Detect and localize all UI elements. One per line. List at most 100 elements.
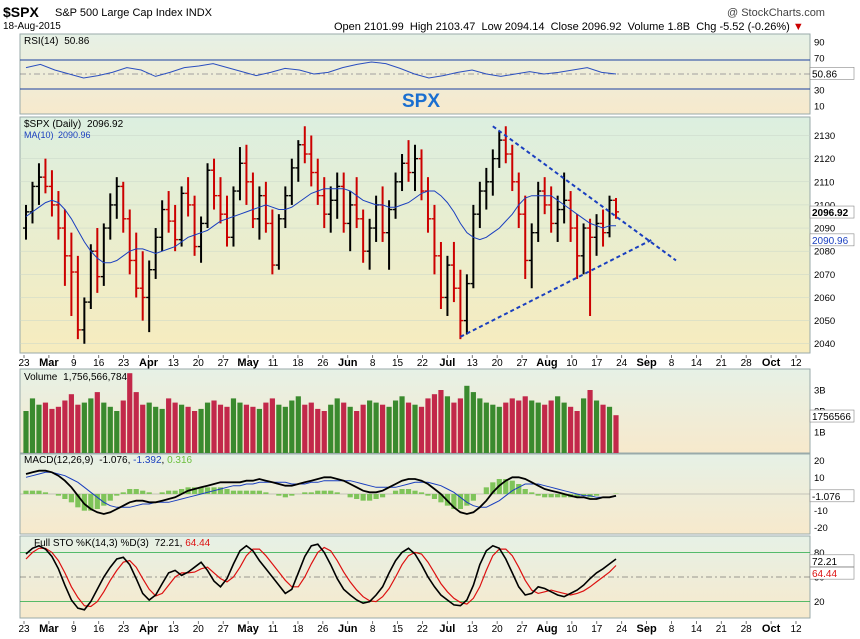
price-tick-label: 2040 [814, 339, 835, 350]
macd-histogram-bar [81, 494, 87, 511]
date-label: 20 [492, 624, 504, 635]
volume-bar [380, 404, 386, 453]
ohlc-bar [68, 232, 75, 316]
volume-bar [256, 408, 262, 453]
date-label: 21 [716, 358, 728, 369]
macd-hist-value: 0.316 [167, 455, 192, 466]
volume-bar [185, 406, 191, 453]
macd-histogram-bar [114, 494, 120, 496]
macd-histogram-bar [392, 490, 399, 494]
ohlc-bar [321, 177, 328, 229]
macd-histogram-bar [438, 494, 444, 503]
volume-bar [490, 404, 496, 453]
ohlc-bar [249, 172, 256, 229]
volume-bar [516, 400, 522, 453]
price-tick-label: 2070 [814, 270, 835, 281]
volume-last-label: 1756566 [812, 412, 851, 423]
volume-bar [211, 400, 217, 453]
price-tick-label: 2080 [814, 247, 835, 258]
ohlc-bar [269, 209, 276, 275]
ohlc-bar [107, 193, 114, 240]
volume-bar [438, 390, 444, 453]
low-value: 2094.14 [504, 21, 545, 33]
volume-bar [373, 402, 379, 453]
date-label: 13 [467, 358, 479, 369]
volume-bar [509, 398, 515, 453]
volume-bar [179, 404, 185, 453]
volume-bar [36, 404, 42, 453]
date-label: 10 [566, 624, 578, 635]
volume-legend-value: 1,756,566,784 [63, 372, 127, 383]
ohlc-bar [450, 241, 457, 303]
ohlc-bar [146, 260, 153, 333]
chg-label: Chg [696, 21, 717, 33]
volume-bar [561, 402, 567, 453]
macd-histogram-bar [367, 494, 373, 501]
macd-histogram-bar [140, 490, 146, 494]
macd-histogram-bar [94, 494, 100, 509]
ohlc-bar [444, 255, 451, 316]
macd-histogram-bar [321, 490, 327, 494]
date-label: Apr [139, 623, 159, 635]
macd-histogram-bar [593, 494, 600, 496]
volume-bar [140, 404, 146, 453]
volume-bar [529, 400, 535, 453]
stochastic-legend-name: Full STO %K(14,3) %D(3) [34, 538, 149, 549]
macd-axis: 20100-10-20-1.076 [809, 456, 855, 534]
macd-signal-value: -1.392 [133, 455, 162, 466]
ohlc-bar [217, 177, 224, 224]
ohlc-bar [496, 130, 503, 168]
ohlc-bar [347, 191, 354, 252]
date-label: 8 [669, 624, 675, 635]
date-label: 24 [616, 358, 628, 369]
rsi-tick-label: 90 [814, 38, 825, 49]
macd-line [25, 469, 617, 515]
rsi-legend-value: 50.86 [64, 36, 89, 47]
upper-trendline [492, 125, 677, 262]
macd-last-label-box [809, 489, 855, 503]
volume-bars [23, 373, 619, 453]
date-label: Jun [338, 357, 358, 369]
volume-bar [295, 396, 301, 453]
ma10-series [25, 188, 616, 264]
macd-histogram-bar [191, 487, 198, 494]
volume-bar [341, 402, 347, 453]
date-label: 12 [790, 358, 802, 369]
rsi-tick-label: 30 [814, 86, 825, 97]
rsi-axis: 907050301050.86 [809, 38, 855, 113]
ohlc-bar [288, 158, 295, 205]
ohlc-bar [23, 204, 29, 240]
date-label: 28 [741, 358, 753, 369]
date-label: 27 [218, 358, 230, 369]
volume-bar [94, 392, 100, 453]
macd-histogram-bar [263, 492, 269, 494]
price-bars [23, 126, 619, 344]
ohlc-bar [282, 186, 289, 229]
volume-bar [107, 406, 113, 453]
volume-bar [600, 404, 606, 453]
ohlc-bar [204, 163, 211, 229]
ohlc-bar [392, 172, 399, 219]
volume-bar [88, 398, 94, 453]
price-last-label: 2096.92 [812, 208, 849, 219]
ohlc-bar [360, 209, 367, 263]
macd-histogram-bar [347, 494, 353, 498]
macd-histogram-bar [470, 494, 476, 501]
macd-histogram-bar [613, 493, 619, 494]
macd-histogram-bar [88, 494, 94, 511]
date-label: Sep [636, 623, 656, 635]
ohlc-bar [61, 209, 68, 286]
macd-histogram-bar [412, 490, 418, 494]
volume-bar [133, 392, 139, 453]
ma10-line [25, 188, 616, 264]
ohlc-bar [437, 241, 444, 310]
ohlc-bar [172, 204, 179, 252]
volume-bar [243, 404, 250, 453]
macd-histogram-bar [399, 489, 405, 494]
ohlc-bar [275, 214, 282, 270]
macd-legend-value: -1.076 [99, 455, 128, 466]
volume-bar [457, 398, 463, 453]
macd-histogram-bar [509, 480, 515, 494]
volume-legend: Volume 1,756,566,784 [24, 372, 128, 383]
